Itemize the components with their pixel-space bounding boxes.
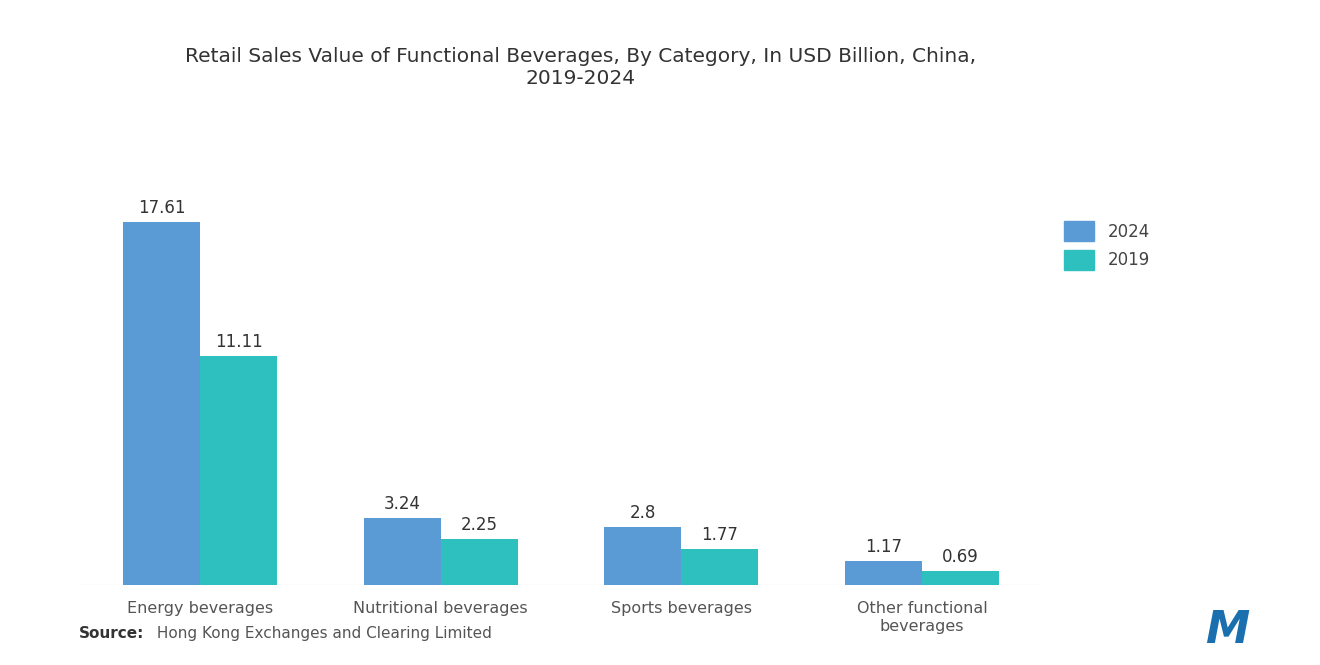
Bar: [123, 222, 201, 585]
Text: Source:: Source:: [79, 626, 145, 642]
Text: 1.77: 1.77: [701, 525, 738, 543]
Text: 2.25: 2.25: [461, 515, 498, 533]
Bar: [363, 519, 441, 585]
Text: Μ: Μ: [1205, 608, 1250, 652]
Text: 17.61: 17.61: [137, 199, 185, 217]
Bar: [845, 561, 921, 585]
Text: 2.8: 2.8: [630, 504, 656, 522]
Text: 1.17: 1.17: [865, 538, 902, 556]
Bar: [681, 549, 759, 585]
Bar: [201, 356, 277, 585]
Bar: [441, 539, 517, 585]
Text: 11.11: 11.11: [215, 333, 263, 351]
Text: Hong Kong Exchanges and Clearing Limited: Hong Kong Exchanges and Clearing Limited: [152, 626, 491, 642]
Legend: 2024, 2019: 2024, 2019: [1064, 221, 1150, 270]
Bar: [605, 527, 681, 585]
Text: Retail Sales Value of Functional Beverages, By Category, In USD Billion, China,
: Retail Sales Value of Functional Beverag…: [185, 47, 977, 88]
Bar: [921, 571, 999, 585]
Text: 3.24: 3.24: [384, 495, 421, 513]
Text: 0.69: 0.69: [942, 548, 979, 566]
